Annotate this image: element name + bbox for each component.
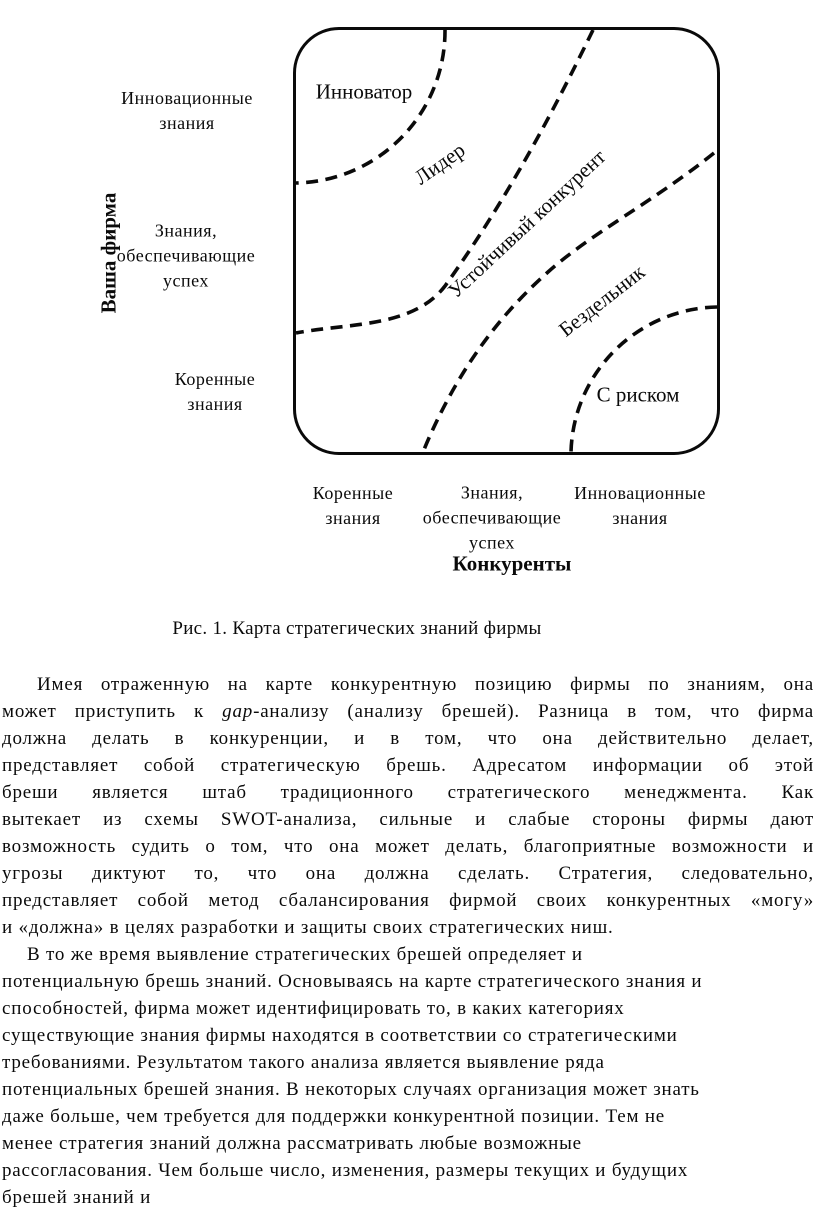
x-axis-label-success: Знания, обеспечивающие успех: [422, 482, 562, 553]
curve-risk-boundary: [569, 305, 717, 452]
text-line: угрозы диктуют то, что она должна сделат…: [2, 863, 814, 884]
text-line: должна делать в конкуренции, и в том, чт…: [2, 728, 814, 749]
text-line: рассогласования. Чем больше число, измен…: [2, 1160, 689, 1181]
text-line: даже больше, чем требуется для поддержки…: [2, 1106, 666, 1127]
text-run-italic: gap: [222, 701, 254, 722]
text-line: потенциальных брешей знания. В некоторых…: [2, 1079, 700, 1100]
text-run: может приступить к: [2, 701, 223, 722]
curve-idler-boundary: [421, 151, 716, 452]
text-line: брешей знаний и: [2, 1187, 152, 1208]
text-line: существующие знания фирмы находятся в со…: [2, 1025, 678, 1046]
x-axis-title: Конкуренты: [452, 551, 572, 576]
text-line: представляет собой стратегическую брешь.…: [2, 755, 814, 776]
paragraph-1: Имея отраженную на карте конкурентную по…: [2, 671, 814, 941]
text-line: требованиями. Результатом такого анализа…: [2, 1052, 605, 1073]
curve-innovator-boundary: [296, 30, 447, 185]
paragraph-2: В то же время выявление стратегических б…: [2, 941, 814, 1211]
text-line: и «должна» в целях разработки и защиты с…: [2, 917, 614, 938]
zone-label-innovator: Инноватор: [315, 79, 413, 104]
text-line: менее стратегия знаний должна рассматрив…: [2, 1133, 582, 1154]
text-line: бреши является штаб традиционного страте…: [2, 782, 814, 803]
text-run: -анализу (анализу брешей). Разница в том…: [253, 701, 814, 722]
x-axis-label-core: Коренные знания: [312, 483, 394, 528]
text-line: может приступить к gap-анализу (анализу …: [2, 698, 814, 725]
body-text: Имея отраженную на карте конкурентную по…: [2, 671, 814, 1211]
knowledge-map-box: Инноватор Лидер Устойчивый конкурент Без…: [293, 27, 720, 455]
text-line: возможность судить о том, что она может …: [2, 836, 814, 857]
text-line: Имея отраженную на карте конкурентную по…: [37, 674, 814, 695]
text-line: В то же время выявление стратегических б…: [27, 944, 583, 965]
text-line: вытекает из схемы SWOT-анализа, сильные …: [2, 809, 814, 830]
y-axis-label-success: Знания, обеспечивающие успех: [116, 220, 256, 291]
curve-leader-boundary: [296, 30, 595, 335]
zone-label-at-risk: С риском: [596, 382, 680, 407]
text-line: потенциальную брешь знаний. Основываясь …: [2, 971, 703, 992]
map-curves: [296, 30, 717, 452]
y-axis-label-innovative: Инновационные знания: [121, 88, 253, 133]
text-line: способностей, фирма может идентифицирова…: [2, 998, 625, 1019]
text-line: представляет собой метод сбалансирования…: [2, 890, 814, 911]
figure-caption: Рис. 1. Карта стратегических знаний фирм…: [172, 618, 542, 639]
x-axis-label-innovative: Инновационные знания: [574, 483, 706, 528]
y-axis-label-core: Коренные знания: [174, 369, 256, 414]
